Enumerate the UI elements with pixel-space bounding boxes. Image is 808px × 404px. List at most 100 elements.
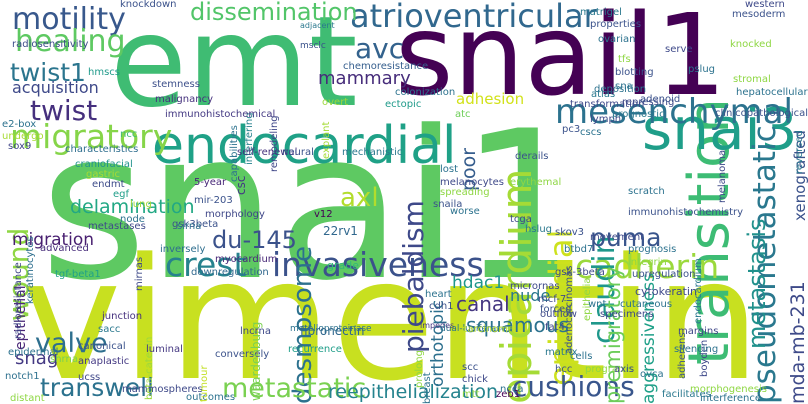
word-shrna: shrna [50,354,78,365]
word-pslug: pslug [688,64,716,75]
word-clinicopathological: clinicopathological [715,108,808,119]
word-msclc: msclc [300,41,326,51]
word-interference: interference [700,393,762,404]
word-delamination: delamination [70,196,195,218]
word-chemoresistance: chemoresistance [343,61,429,72]
word-5-year: 5-year [194,177,227,188]
word-deposition: deposition [594,84,647,95]
word-luminal: luminal [146,344,183,355]
word-mir-203: mir-203 [194,195,233,206]
word-adhesion: adhesion [456,90,525,108]
word-scc: scc [462,362,479,373]
word-worse: worse [450,206,480,217]
word-tumour: tumour [199,365,210,402]
word-silencing: silencing [674,344,719,355]
word-cells: cells [570,351,593,362]
word-adjacent: adjacent [300,21,335,30]
word-migration: migration [12,230,95,250]
word-heart: heart [425,289,452,300]
word-sacc: sacc [98,324,121,335]
word-ncca: ncca [500,384,524,395]
word-knocked: knocked [730,39,772,50]
word-mcf-7: mcf-7 [538,294,567,305]
word-cushions: cushions [512,370,635,403]
word-snail1: snail1 [395,0,727,121]
word-adherens: adherens [677,332,688,379]
word-canal: canal [456,292,510,316]
word-zeb1: zeb1 [496,389,521,400]
word-melanoma: melanoma [717,149,728,203]
word-overt: overt [322,97,349,108]
word-btbd7: btbd7 [564,244,594,255]
word-metastasis: metastasis [743,218,771,349]
word-mtt: mtt [462,389,480,400]
word-recurrence: recurrence [288,344,342,355]
word-wnt: wnt [588,299,607,310]
word-lost: lost [440,164,459,175]
word-gsk-3beta: gsk-3beta [555,267,605,278]
word-mesenchymal: mesenchymal [555,92,793,132]
word-lncrna: lncrna [240,326,272,337]
word-reversed: reversed [794,130,805,174]
word-breast: breast [422,372,433,404]
word-snai1: snai1 [40,88,590,326]
word-crest: crest [165,245,247,284]
word-cscs: cscs [580,127,602,138]
word-inversely: inversely [160,244,206,255]
word-outcomes: outcomes [186,392,236,403]
word-axis: axis [614,364,635,375]
word-prognosis: prognosis [628,244,677,255]
word-dual-luciferase: dual-luciferase [440,324,507,334]
word-endocardial: endocardial [152,116,457,176]
word-scratch: scratch [628,186,665,197]
word-matrix: matrix [545,347,578,358]
word-dissemination: dissemination [190,0,358,26]
word-distant: distant [10,393,45,404]
word-chick: chick [462,374,488,385]
word-integrin: integrin [628,257,667,268]
word-invasiveness: invasiveness [272,245,484,284]
word-v12: v12 [314,209,333,220]
word-myocardium: myocardium [215,254,278,265]
word-knockdown: knockdown [120,0,177,10]
word-characteristics: characteristics [65,144,139,155]
word-transwell: transwell [40,373,154,402]
word-avc: avc [355,32,405,65]
word-forced: forced [540,304,572,315]
word-motility: motility [12,2,126,37]
word-hslug: hslug [525,224,553,235]
word-malignancy: malignancy [155,94,213,105]
word-notch1: notch1 [5,371,40,382]
word-migratory: migratory [10,117,173,156]
word-undergo: undergo [2,131,44,142]
word-craniofacial: craniofacial [75,159,133,170]
word-immunohistochemical: immunohistochemical [165,109,276,120]
word-puma: puma [590,223,662,252]
word-lung: lung [130,199,152,210]
word-fibronectin: fibronectin [300,324,365,338]
word-prognostic: prognostic [612,109,665,120]
word-hepatocellular: hepatocellular [736,87,808,98]
word-neural: neural [282,147,314,158]
word-programs: programs [585,364,633,375]
word-pc3: pc3 [562,124,581,135]
word-hmscs: hmscs [88,67,120,78]
word-mirnas: mirnas [134,256,145,291]
word-22rv1: 22rv1 [323,224,358,238]
word-lymph: lymph [590,114,622,125]
word-acquisition: acquisition [12,78,99,97]
word-atc: atc [455,109,471,120]
word-valve: valve [35,328,108,359]
word-sirna: sirna [177,221,202,232]
word-metastatic: metastatic [222,373,367,404]
word-movement: movement [590,232,645,243]
word-canonical: canonical [78,341,126,352]
word-stromal: stromal [733,74,771,85]
word-atlas: atlas [591,89,616,100]
word-cadherin: cadherin [575,247,720,286]
word-epidermal: epidermal [8,347,59,358]
word-atrioventricular: atrioventricular [350,0,597,35]
word-spreading: spreading [440,187,490,198]
word-emt: emt [110,0,358,135]
word-vimentin: vimentin [22,222,761,404]
